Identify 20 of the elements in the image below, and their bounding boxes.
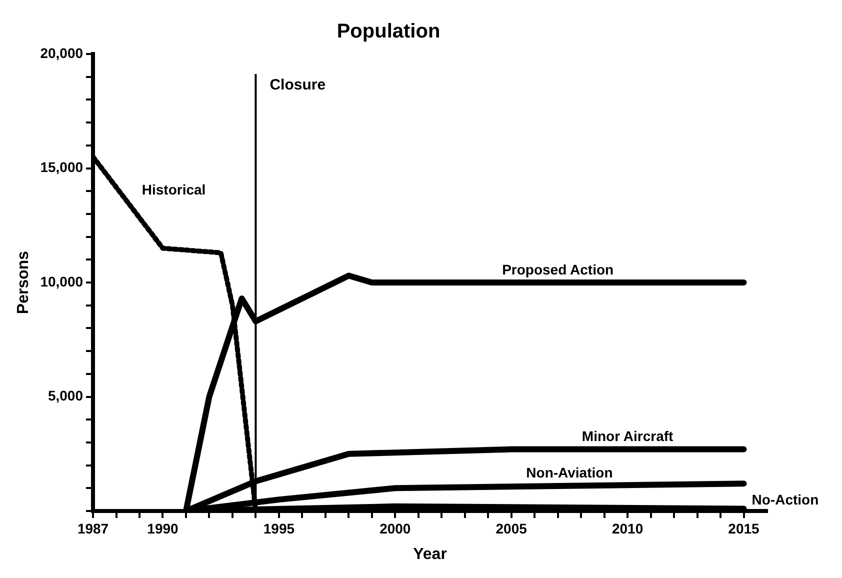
x-tick-label: 1990 <box>147 520 179 536</box>
x-tick-label: 2005 <box>496 520 528 536</box>
x-tick-label: 1987 <box>77 520 109 536</box>
chart-title: Population <box>336 20 440 43</box>
y-axis-title: Persons <box>15 250 32 314</box>
x-axis-title: Year <box>413 546 447 563</box>
y-tick-label: 10,000 <box>40 273 84 290</box>
series-label: Non-Aviation <box>526 464 613 481</box>
x-tick-label: 1995 <box>263 520 295 536</box>
ref-line-label: Closure <box>270 76 326 94</box>
series-label: Historical <box>142 181 206 198</box>
y-tick-label: 15,000 <box>40 159 84 176</box>
series-label: Minor Aircraft <box>582 428 674 444</box>
x-tick-label: 2010 <box>612 520 644 536</box>
series-label: Proposed Action <box>502 261 614 278</box>
x-tick-label: 2015 <box>728 520 760 536</box>
x-tick-label: 2000 <box>380 520 411 536</box>
series-label: No-Action <box>752 492 819 508</box>
y-tick-label: 5,000 <box>48 388 84 404</box>
y-tick-label: 20,000 <box>40 44 84 61</box>
